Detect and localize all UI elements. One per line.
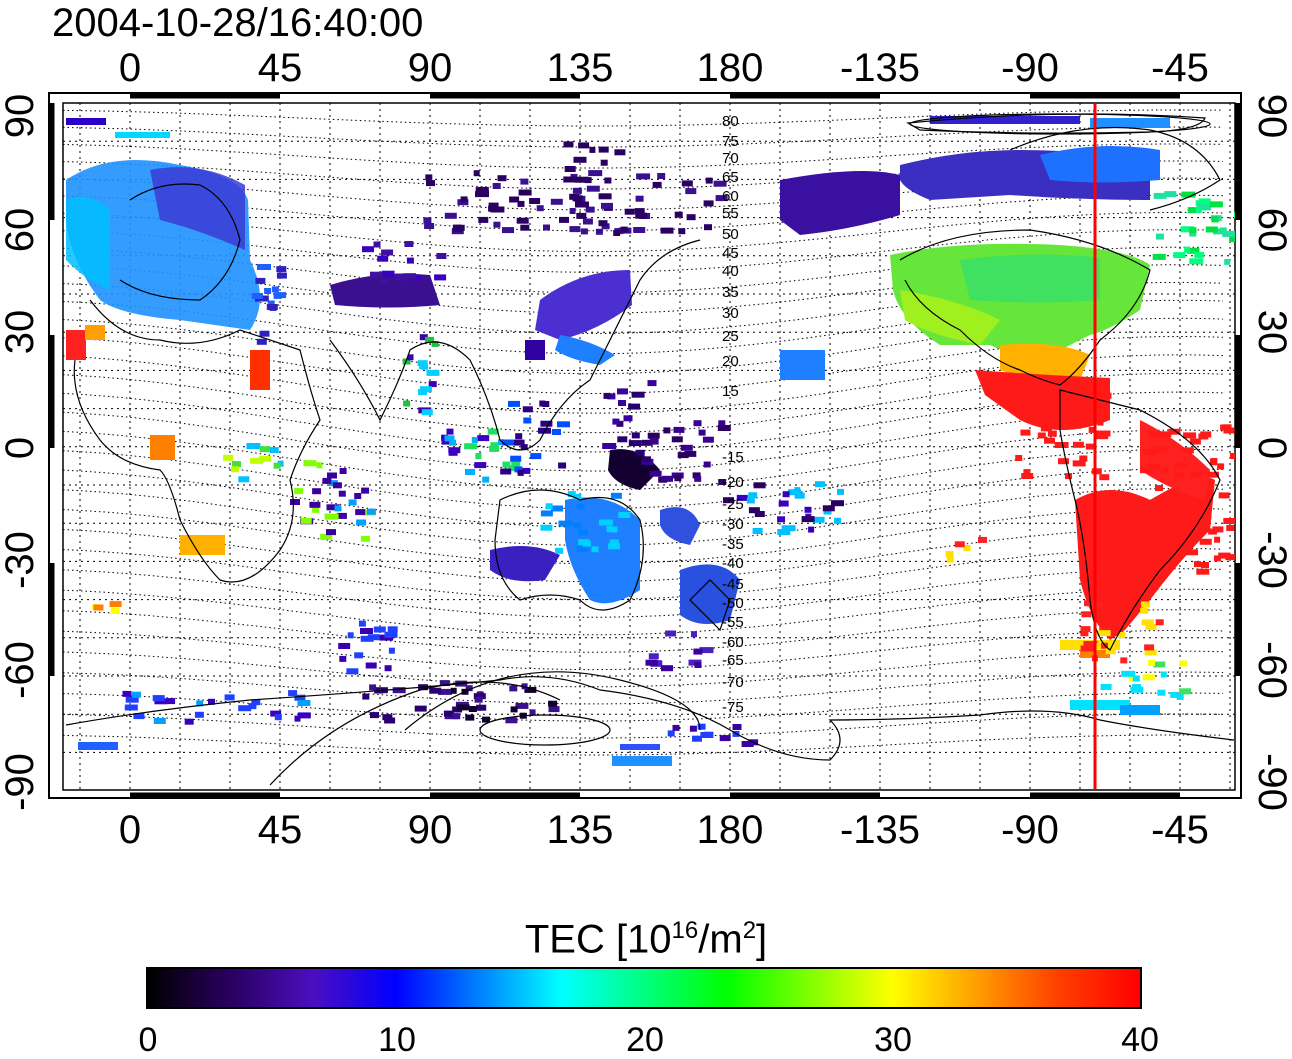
contour-label: 15 xyxy=(722,383,739,400)
contour-label: -40 xyxy=(722,555,744,572)
contour-label: 45 xyxy=(722,245,739,262)
contour-label: 40 xyxy=(722,263,739,280)
contour-label: -15 xyxy=(722,449,744,466)
contour-label: 70 xyxy=(722,150,739,167)
lon-tick-top: 0 xyxy=(118,46,142,90)
colorbar-title-suffix: ] xyxy=(756,917,768,962)
colorbar-tick: 10 xyxy=(378,1021,416,1059)
magnetic-contour-south xyxy=(404,671,701,731)
contour-label: 75 xyxy=(722,133,739,150)
lon-tick-top: 180 xyxy=(696,46,764,90)
contour-label: -55 xyxy=(722,614,744,631)
colorbar-title-prefix: TEC [10 xyxy=(524,917,672,962)
contour-label: -75 xyxy=(722,699,744,716)
lon-tick-bottom: 90 xyxy=(407,808,453,852)
tec-data-patches xyxy=(66,116,1235,766)
coastlines xyxy=(65,113,1235,786)
colorbar-tick: 20 xyxy=(626,1021,664,1059)
colorbar-title-unit-exponent: 2 xyxy=(742,917,757,944)
lon-tick-bottom: 135 xyxy=(546,808,614,852)
tec-colorbar xyxy=(146,967,1142,1009)
lon-tick-top: -135 xyxy=(839,46,921,90)
colorbar-tick: 0 xyxy=(138,1021,158,1059)
contour-label: -50 xyxy=(722,595,744,612)
contour-label: -20 xyxy=(722,474,744,491)
contour-label: 25 xyxy=(722,328,739,345)
contour-label: -45 xyxy=(722,576,744,593)
contour-label: 20 xyxy=(722,353,739,370)
lon-tick-bottom: -135 xyxy=(839,808,921,852)
lon-tick-top: -45 xyxy=(1151,46,1209,90)
contour-label: 30 xyxy=(722,305,739,322)
lon-tick-bottom: 0 xyxy=(118,808,142,852)
frame-tick-bars xyxy=(49,93,1241,798)
contour-label: 60 xyxy=(722,188,739,205)
magnetic-pole-oval-north xyxy=(909,113,1211,135)
contour-label: 80 xyxy=(722,113,739,130)
lon-tick-top: 90 xyxy=(407,46,453,90)
lon-tick-bottom: 180 xyxy=(696,808,764,852)
contour-label: -60 xyxy=(722,634,744,651)
contour-label: 50 xyxy=(722,226,739,243)
colorbar-title-unit: /m xyxy=(698,917,743,962)
lon-tick-top: -90 xyxy=(1001,46,1059,90)
colorbar-title-exponent: 16 xyxy=(671,917,699,944)
lon-tick-bottom: -45 xyxy=(1151,808,1209,852)
lon-tick-top: 45 xyxy=(257,46,303,90)
contour-label: 65 xyxy=(722,169,739,186)
contour-label: -70 xyxy=(722,674,744,691)
lon-tick-bottom: -90 xyxy=(1001,808,1059,852)
contour-label: -25 xyxy=(722,496,744,513)
colorbar-tick: 30 xyxy=(874,1021,912,1059)
contour-label: 35 xyxy=(722,284,739,301)
colorbar-title: TEC [1016/m2] xyxy=(0,908,1292,962)
map-timestamp-title: 2004-10-28/16:40:00 xyxy=(52,1,424,45)
contour-label: -30 xyxy=(722,516,744,533)
colorbar-tick: 40 xyxy=(1121,1021,1159,1059)
contour-label: -65 xyxy=(722,652,744,669)
magnetic-pole-oval-south xyxy=(479,714,611,746)
lon-tick-bottom: 45 xyxy=(257,808,303,852)
lon-tick-top: 135 xyxy=(546,46,614,90)
contour-label: -35 xyxy=(722,536,744,553)
contour-label: 55 xyxy=(722,205,739,222)
